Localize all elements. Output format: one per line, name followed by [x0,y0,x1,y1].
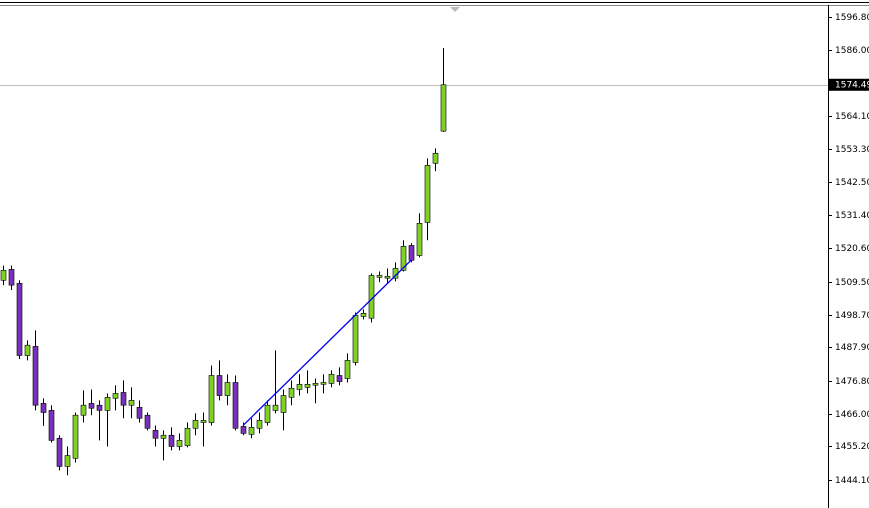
candle-body [384,276,391,279]
candle-body [136,407,143,419]
candle-body [104,397,111,411]
candle-body [344,360,351,379]
y-tick-label: 1444.10 [835,476,869,486]
candle-body [32,346,39,406]
candle-body [376,275,383,278]
candle-body [288,387,295,398]
candle-body [408,245,415,261]
candle-body [352,315,359,363]
candle-body [120,392,127,406]
candle-body [424,165,431,223]
current-price-box [829,78,869,91]
candle-body [336,375,343,382]
candle-body [16,283,23,356]
candle-body [48,410,55,441]
candle-body [416,223,423,256]
candle-body [80,404,87,416]
candle-body [64,455,71,467]
candle-body [248,427,255,435]
candle-body [240,426,247,434]
candle-body [208,375,215,423]
candle-body [328,373,335,384]
y-tick-label: 1586.00 [835,46,869,56]
candle-body [184,427,191,446]
y-tick-label: 1564.10 [835,112,869,122]
y-tick-label: 1520.60 [835,244,869,254]
y-tick-label: 1553.30 [835,145,869,155]
candle-body [144,414,151,429]
trendline [242,259,412,426]
candle-body [152,430,159,439]
candle-body [216,375,223,396]
y-tick-label: 1542.50 [835,178,869,188]
candle-body [128,400,135,406]
y-tick-label: 1531.40 [835,211,869,221]
y-tick-label: 1509.50 [835,278,869,288]
candle-body [432,152,439,164]
current-price-label: 1574.49 [835,80,869,90]
candle-body [256,420,263,429]
y-tick-label: 1487.90 [835,343,869,353]
candle-body [72,414,79,459]
candle-body [280,395,287,413]
shift-marker [450,7,460,12]
candle-body [160,434,167,439]
candle-body [96,404,103,411]
candle-body [224,382,231,396]
candle-body [320,382,327,385]
y-tick-label: 1476.80 [835,377,869,387]
y-tick-label: 1498.70 [835,311,869,321]
candle-body [112,393,119,399]
candle-body [168,434,175,447]
candle-body [176,440,183,447]
y-tick-label: 1596.80 [835,13,869,23]
candle-body [0,269,7,281]
candle-body [232,382,239,429]
candle-body [312,383,319,386]
y-tick-label: 1455.20 [835,442,869,452]
candle-body [296,383,303,390]
candle-body [88,403,95,409]
candle-body [304,383,311,388]
candle-body [192,420,199,429]
candle-body [8,269,15,286]
candle-body [264,404,271,423]
candle-body [360,313,367,317]
candle-body [40,403,47,413]
y-tick-label: 1466.00 [835,410,869,420]
candle-body [400,246,407,271]
candle-body [272,404,279,411]
candle-body [24,344,31,356]
candle-body [200,420,207,423]
candle-body [440,84,447,132]
candle-body [56,437,63,467]
